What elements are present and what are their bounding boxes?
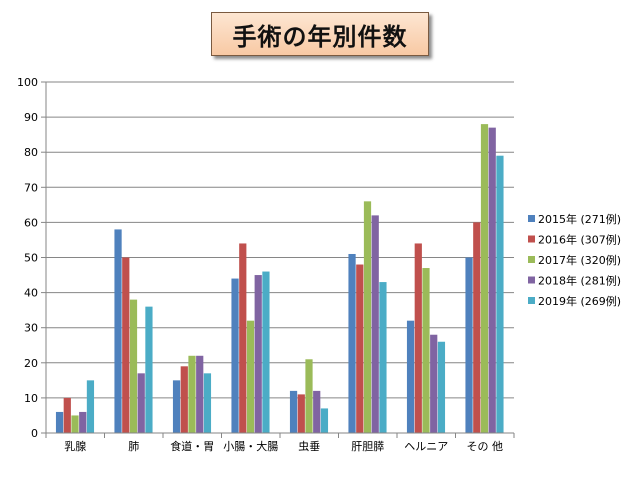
bar xyxy=(122,257,130,433)
legend-swatch xyxy=(528,256,535,263)
y-tick-label: 90 xyxy=(24,111,38,124)
bars xyxy=(55,124,504,434)
bar xyxy=(480,124,489,434)
bar xyxy=(254,275,262,433)
axes xyxy=(41,81,515,438)
y-tick-label: 50 xyxy=(24,252,38,265)
bar xyxy=(379,282,387,433)
x-category-label: その 他 xyxy=(467,440,504,453)
legend: 2015年 (271例) 2016年 (307例) 2017年 (320例) 2018… xyxy=(528,212,621,308)
legend-label: 2018年 (281例) xyxy=(538,274,621,288)
bar xyxy=(129,299,138,433)
bar xyxy=(114,229,122,433)
bar xyxy=(180,366,188,433)
x-category-label: 肺 xyxy=(128,440,139,453)
legend-label: 2015年 (271例) xyxy=(538,212,621,226)
y-tick-label: 10 xyxy=(24,392,38,405)
bar xyxy=(231,278,239,433)
y-tick-label: 60 xyxy=(24,216,38,229)
x-category-label: 小腸・大腸 xyxy=(223,439,278,453)
x-category-labels: 乳腺 肺 食道・胃 小腸・大腸 虫垂 肝胆膵 ヘルニア その 他 xyxy=(64,439,503,453)
legend-label: 2017年 (320例) xyxy=(538,253,621,267)
bar xyxy=(320,408,329,433)
bar xyxy=(348,253,356,433)
bar xyxy=(63,397,71,433)
bar xyxy=(496,155,504,433)
bar xyxy=(71,415,79,433)
bar xyxy=(356,264,364,433)
legend-swatch xyxy=(528,235,535,243)
x-category-label: 乳腺 xyxy=(64,439,86,453)
bar xyxy=(363,201,372,433)
bar xyxy=(406,320,415,433)
y-tick-label: 100 xyxy=(17,76,38,89)
bar xyxy=(188,355,196,433)
bar xyxy=(414,243,422,433)
bar xyxy=(297,394,305,433)
bar xyxy=(239,243,247,433)
bar xyxy=(86,380,95,433)
bar xyxy=(488,127,496,433)
bar xyxy=(55,411,64,433)
bar xyxy=(430,334,438,433)
y-tick-labels: 0 10 20 30 40 50 60 70 80 90 100 xyxy=(17,76,38,440)
bar xyxy=(137,373,145,433)
bar xyxy=(196,355,204,433)
x-category-label: ヘルニア xyxy=(404,440,448,453)
y-tick-label: 40 xyxy=(24,287,38,300)
bar xyxy=(305,359,313,433)
legend-swatch xyxy=(528,215,535,222)
bar xyxy=(465,257,473,433)
bar xyxy=(246,320,255,433)
legend-swatch xyxy=(528,297,535,304)
bar xyxy=(79,411,87,433)
y-tick-label: 0 xyxy=(31,427,38,440)
chart-title: 手術の年別件数 xyxy=(211,12,429,56)
y-tick-label: 80 xyxy=(24,146,38,159)
bar xyxy=(289,390,298,433)
bar xyxy=(473,222,481,433)
bar xyxy=(172,380,181,433)
legend-label: 2016年 (307例) xyxy=(538,233,621,247)
bar xyxy=(422,268,430,433)
bar xyxy=(313,390,321,433)
y-tick-label: 20 xyxy=(24,357,38,370)
y-tick-label: 30 xyxy=(24,322,38,335)
legend-label: 2019年 (269例) xyxy=(538,294,621,308)
bar xyxy=(262,271,270,433)
legend-swatch xyxy=(528,276,535,284)
bar xyxy=(203,373,212,433)
y-tick-label: 70 xyxy=(24,181,38,194)
bar xyxy=(437,341,446,433)
x-category-label: 食道・胃 xyxy=(170,439,214,453)
bar xyxy=(371,215,379,433)
bar xyxy=(145,306,153,433)
x-category-label: 肝胆膵 xyxy=(351,440,384,453)
gridlines xyxy=(46,81,514,399)
x-category-label: 虫垂 xyxy=(298,440,320,453)
